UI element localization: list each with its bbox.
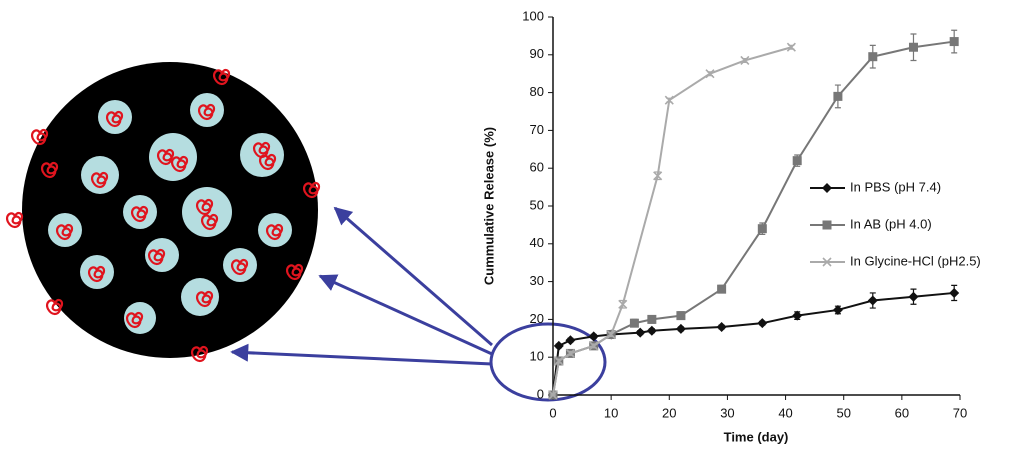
drug-molecule [213,68,231,86]
y-tick-label: 40 [530,235,544,250]
y-tick-label: 50 [530,197,544,212]
drug-pocket [182,187,232,237]
point [716,321,727,332]
point [908,42,918,52]
series-line [552,46,792,396]
point [664,95,674,105]
x-tick-label: 30 [720,405,734,420]
point [740,55,750,66]
point [867,295,878,306]
arrow [333,206,493,347]
drug-molecule [131,205,149,223]
point [606,329,616,340]
drug-molecule [91,171,109,189]
drug-molecule [196,198,214,216]
point [832,304,843,315]
point [717,284,727,294]
drug-molecule [126,311,144,329]
point [589,341,599,351]
y-tick-label: 80 [530,84,544,99]
point [786,42,796,52]
drug-molecule [201,213,219,231]
drug-molecule [171,155,189,173]
legend-marker [822,220,832,230]
x-axis-title: Time (day) [724,429,789,444]
point [833,91,843,101]
drug-molecule [196,290,214,308]
drug-molecule [303,181,321,199]
arrows [230,206,607,402]
x-tick-label: 0 [549,405,556,420]
drug-molecule [157,148,175,166]
point [618,299,628,309]
point [949,287,960,298]
series-line [552,291,955,396]
drug-molecule [88,265,106,283]
drug-molecule [191,345,209,363]
x-tick-label: 50 [836,405,850,420]
point [705,69,715,79]
drug-molecule [106,110,124,128]
arrow [230,343,493,366]
chart: Cummulative Release (%) Time (day) 0 10 20… [481,8,980,444]
x-tick-label: 20 [662,405,676,420]
point [548,390,558,400]
point [908,291,919,302]
y-tick-label: 100 [522,8,544,23]
point [757,224,767,234]
point [792,310,803,321]
point [565,348,576,358]
y-tick-label: 70 [530,122,544,137]
drug-molecule [31,128,49,146]
particle-diagram [6,62,321,363]
particle [22,62,318,358]
y-tick-label: 30 [530,273,544,288]
drug-molecule [148,248,166,266]
drug-molecule [231,258,249,276]
point [647,314,657,324]
point [792,156,802,166]
point [757,318,768,329]
legend-label: In AB (pH 4.0) [850,216,932,231]
x-tick-label: 10 [604,405,618,420]
drug-molecule [259,153,277,171]
y-axis-title: Cummulative Release (%) [481,127,496,285]
y-tick-label: 0 [537,386,544,401]
y-tick-label: 20 [530,311,544,326]
drug-pocket [181,278,219,316]
y-tick-label: 60 [530,160,544,175]
point [629,318,639,328]
drug-molecule [41,161,59,179]
point [588,331,599,342]
point [554,356,564,366]
point [949,37,959,47]
point [653,171,663,181]
highlight-ellipse [489,322,607,402]
x-tick-label: 70 [953,405,967,420]
point [646,325,657,336]
y-tick-label: 10 [530,349,544,364]
legend-marker [822,183,832,193]
drug-molecule [286,263,304,281]
drug-molecule [56,223,74,241]
point [675,323,686,334]
drug-molecule [253,141,271,159]
drug-molecule [46,298,64,316]
x-tick-label: 60 [895,405,909,420]
legend-label: In Glycine-HCl (pH2.5) [850,253,981,268]
drug-molecule [6,211,24,229]
legend-label: In PBS (pH 7.4) [850,179,941,194]
drug-molecule [198,103,216,121]
point [868,52,878,62]
point [635,327,646,338]
legend-marker [822,257,832,267]
point [553,340,564,351]
y-tick-label: 90 [530,46,544,61]
x-tick-label: 40 [778,405,792,420]
point [565,335,576,346]
drug-molecule [266,223,284,241]
arrow [318,274,493,356]
point [676,311,686,321]
